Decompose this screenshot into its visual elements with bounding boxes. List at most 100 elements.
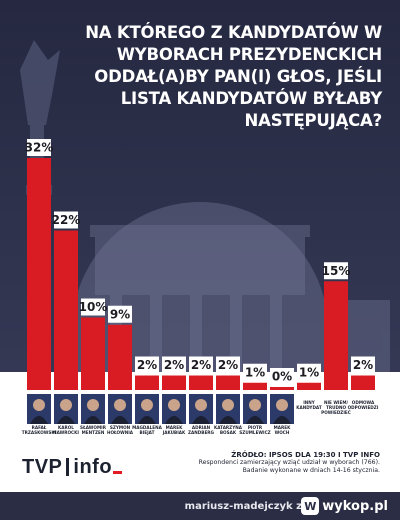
bar-4 (135, 375, 159, 390)
bar-label-3: 9% (110, 307, 130, 321)
category-label-12-1: ODPOWIEDZI (348, 405, 379, 410)
portrait-body-5 (165, 416, 183, 424)
category-label-2-0: SŁAWOMIR (80, 425, 107, 430)
placeholder-tile-12 (351, 394, 375, 424)
bar-0 (27, 158, 51, 390)
category-label-7-0: KATARZYNA (214, 425, 243, 430)
source-main: ŹRÓDŁO: IPSOS DLA 19:30 I TVP INFO (231, 451, 380, 459)
arc-shape (72, 202, 328, 372)
portrait-face-7 (222, 399, 234, 411)
bar-6 (189, 375, 213, 390)
portrait-body-3 (111, 416, 129, 424)
portrait-face-1 (60, 399, 72, 411)
bar-10 (297, 382, 321, 390)
category-label-4-1: BIEJAT (140, 430, 155, 435)
category-label-12-0: ODMOWA (352, 400, 375, 405)
portrait-body-0 (30, 416, 48, 424)
portrait-face-8 (249, 399, 261, 411)
portrait-face-3 (114, 399, 126, 411)
bar-label-1: 22% (52, 213, 81, 227)
category-label-0-0: RAFAŁ (32, 425, 47, 430)
category-label-1-0: KAROL (58, 425, 74, 430)
logo-left: TVP (22, 456, 63, 478)
bar-label-12: 2% (353, 358, 373, 372)
placeholder-tile-11 (324, 394, 348, 424)
category-label-10-1: KANDYDAT (296, 405, 322, 410)
logo-underscore (113, 471, 123, 474)
source-line1: Respondenci zamierzający wziąć udział w … (198, 459, 380, 466)
bar-label-bg-5 (162, 356, 186, 374)
bar-label-8: 1% (245, 365, 265, 379)
bar-label-6: 2% (191, 358, 211, 372)
category-label-9-1: WOCH (275, 430, 290, 435)
category-label-3-1: HOŁOWNIA (107, 430, 134, 435)
bar-11 (324, 281, 348, 390)
portrait-body-2 (84, 416, 102, 424)
bar-label-bg-4 (135, 356, 159, 374)
bar-2 (81, 317, 105, 390)
bar-label-bg-7 (216, 356, 240, 374)
bar-label-7: 2% (218, 358, 238, 372)
source-line2: Badanie wykonane w dniach 14-16 stycznia… (242, 467, 380, 474)
bar-label-2: 10% (79, 300, 108, 314)
category-label-0-1: TRZASKOWSKI (22, 430, 57, 435)
portrait-body-8 (246, 416, 264, 424)
category-label-1-1: NAWROCKI (53, 430, 79, 435)
category-label-3-0: SZYMON (110, 425, 131, 430)
footer-bar: mariusz-madejczyk z W wykop.pl (0, 492, 400, 520)
bar-label-bg-10 (297, 363, 321, 381)
portrait-body-4 (138, 416, 156, 424)
placeholder-tile-10 (297, 394, 321, 424)
bar-12 (351, 375, 375, 390)
wykop-site[interactable]: wykop.pl (322, 498, 388, 514)
portrait-face-9 (276, 399, 288, 411)
bar-label-bg-6 (189, 356, 213, 374)
category-label-6-1: ZANDBERG (188, 430, 215, 435)
bar-label-10: 1% (299, 365, 319, 379)
logo-divider (66, 458, 70, 476)
bar-label-bg-12 (351, 356, 375, 374)
bar-label-bg-2 (81, 298, 105, 316)
bar-8 (243, 382, 267, 390)
wykop-icon: W (301, 497, 320, 515)
category-label-11-0: NIE WIEM/ (324, 400, 349, 405)
category-label-8-1: SZUMLEWICZ (239, 430, 270, 435)
bar-label-11: 15% (322, 264, 351, 278)
chart-title: NA KTÓREGO Z KANDYDATÓW W WYBORACH PREZY… (85, 23, 382, 130)
category-label-11-1: TRUDNO (326, 405, 346, 410)
footer-z: z (296, 501, 302, 512)
bar-label-bg-8 (243, 363, 267, 381)
bar-7 (216, 375, 240, 390)
bar-3 (108, 324, 132, 390)
portrait-face-5 (168, 399, 180, 411)
bar-label-5: 2% (164, 358, 184, 372)
bar-label-9: 0% (272, 370, 292, 384)
bar-label-4: 2% (137, 358, 157, 372)
portrait-body-1 (57, 416, 75, 424)
category-label-5-1: JAKUBIAK (162, 430, 186, 435)
bar-label-bg-0 (27, 139, 51, 156)
portrait-body-9 (273, 416, 291, 424)
category-label-11-2: POWIEDZIEĆ (321, 410, 351, 415)
category-label-10-0: INNY (303, 400, 316, 405)
portrait-body-6 (192, 416, 210, 424)
portrait-face-2 (87, 399, 99, 411)
bar-1 (54, 230, 78, 390)
bar-label-0: 32% (25, 141, 54, 155)
logo-right: info (73, 456, 113, 478)
category-label-7-1: BOSAK (220, 430, 237, 435)
bar-label-bg-3 (108, 305, 132, 323)
portrait-face-0 (33, 399, 45, 411)
category-label-9-0: MAREK (274, 425, 291, 430)
footer-user[interactable]: mariusz-madejczyk z (185, 501, 302, 512)
wykop-logo[interactable]: W wykop.pl (301, 497, 388, 515)
bar-label-bg-1 (54, 211, 78, 229)
footer-username[interactable]: mariusz-madejczyk (184, 501, 293, 512)
portrait-face-6 (195, 399, 207, 411)
source-note: ŹRÓDŁO: IPSOS DLA 19:30 I TVP INFO Respo… (130, 451, 380, 475)
bar-5 (162, 375, 186, 390)
category-label-5-0: MAREK (166, 425, 183, 430)
bar-9 (270, 387, 294, 390)
category-label-2-1: MENTZEN (82, 430, 105, 435)
